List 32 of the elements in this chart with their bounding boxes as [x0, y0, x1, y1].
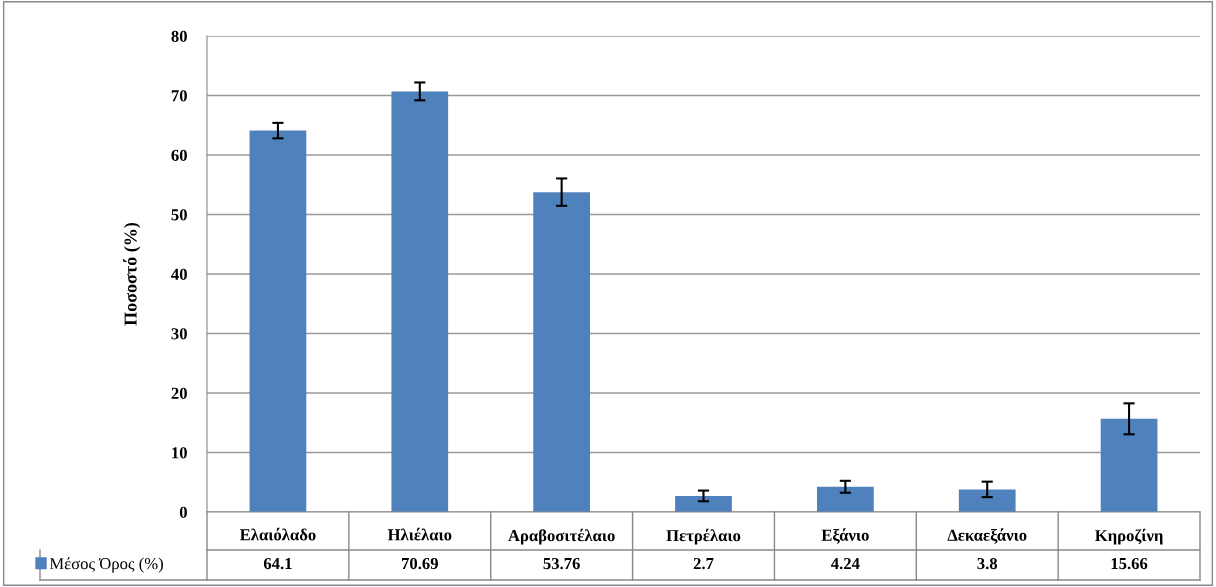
bar [675, 495, 732, 512]
y-tick-label: 20 [171, 387, 187, 399]
y-tick-label: 80 [171, 30, 187, 42]
bar [533, 192, 591, 512]
y-tick-label: 30 [171, 328, 187, 340]
x-tick-label: Αραβοσιτέλαιο [508, 528, 615, 545]
y-tick-label: 70 [171, 90, 187, 102]
data-label: 3.8 [977, 557, 998, 570]
x-tick-label: Κηροζίνη [1095, 528, 1163, 545]
y-tick-label: 0 [179, 506, 187, 518]
y-tick-label: 60 [171, 149, 187, 161]
x-tick-label: Ηλιέλαιο [387, 527, 452, 541]
x-tick-label: Ελαιόλαδο [239, 527, 316, 541]
bar [391, 91, 449, 512]
legend-label: Μέσος Όρος (%) [49, 557, 163, 573]
bar [816, 486, 874, 512]
y-axis-title: Ποσοστό (%) [123, 222, 141, 326]
x-tick-label: Πετρέλαιο [666, 528, 741, 545]
y-tick-label: 40 [171, 268, 187, 280]
bar [958, 489, 1016, 512]
data-label: 15.66 [1111, 557, 1148, 570]
data-label: 2.7 [693, 557, 714, 570]
data-label: 53.76 [543, 557, 580, 570]
bar [249, 130, 307, 512]
x-tick-label: Δεκαεξάνιο [947, 528, 1027, 544]
data-label: 4.24 [831, 557, 860, 570]
data-label: 70.69 [401, 557, 438, 570]
y-tick-label: 50 [171, 209, 187, 221]
data-label: 64.1 [263, 557, 292, 570]
bar [1100, 418, 1158, 512]
x-tick-label: Εξάνιο [821, 528, 869, 544]
y-tick-label: 10 [172, 447, 187, 459]
